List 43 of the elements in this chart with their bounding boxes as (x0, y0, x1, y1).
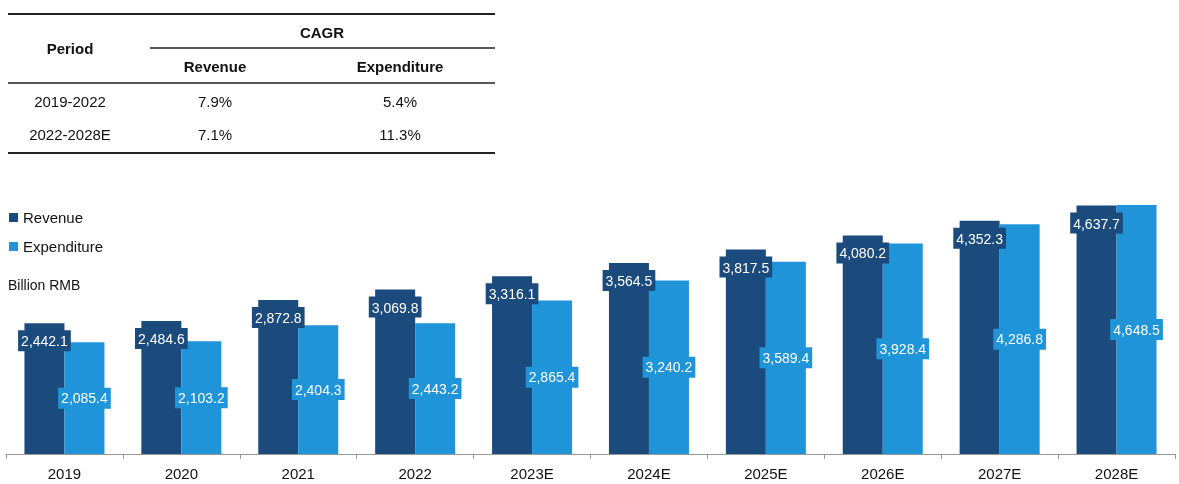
x-tick-label: 2019 (47, 465, 82, 482)
data-label: 3,589.4 (762, 349, 810, 366)
x-tick-label: 2022 (398, 465, 432, 482)
data-label: 2,484.6 (137, 330, 185, 347)
legend-label: Expenditure (23, 238, 104, 255)
x-tick-label: 2026E (861, 465, 905, 482)
data-label: 2,404.3 (294, 381, 342, 398)
y-axis-title: Billion RMB (8, 277, 81, 293)
data-label: 2,442.1 (21, 333, 69, 350)
data-label: 3,240.2 (645, 359, 693, 376)
x-tick-label: 2025E (744, 465, 788, 482)
data-label: 3,564.5 (605, 273, 653, 290)
data-label: 3,928.4 (879, 340, 927, 357)
x-tick-label: 2024E (627, 465, 671, 482)
data-label: 3,069.8 (371, 299, 419, 316)
text: 5.4% (382, 92, 418, 110)
text: Revenue (183, 57, 247, 75)
text: 7.9% (197, 92, 233, 110)
x-tick-label: 2020 (164, 465, 199, 482)
data-label: 4,352.3 (956, 230, 1004, 247)
legend-label: Revenue (23, 209, 84, 226)
data-label: 4,648.5 (1113, 321, 1161, 338)
x-tick-label: 2028E (1094, 465, 1139, 482)
x-tick-label: 2027E (977, 465, 1022, 482)
text: Period (46, 39, 94, 57)
data-label: 2,443.2 (411, 380, 459, 397)
text: CAGR (299, 23, 345, 41)
text: 11.3% (379, 125, 421, 143)
data-label: 3,316.1 (488, 286, 536, 303)
data-label: 2,872.8 (254, 310, 302, 327)
data-label: 4,080.2 (839, 245, 887, 262)
text: 2019-2022 (34, 92, 106, 110)
data-label: 2,865.4 (528, 369, 576, 386)
text: 2022-2028E (29, 125, 111, 143)
data-label: 4,286.8 (996, 331, 1044, 348)
text: 7.1% (197, 125, 233, 143)
data-label: 2,103.2 (177, 389, 225, 406)
x-tick-label: 2021 (281, 465, 315, 482)
data-label: 2,085.4 (61, 390, 109, 407)
data-label: 3,817.5 (722, 259, 770, 276)
data-label: 4,637.7 (1073, 215, 1121, 232)
text: Expenditure (356, 57, 444, 75)
x-tick-label: 2023E (510, 465, 554, 482)
